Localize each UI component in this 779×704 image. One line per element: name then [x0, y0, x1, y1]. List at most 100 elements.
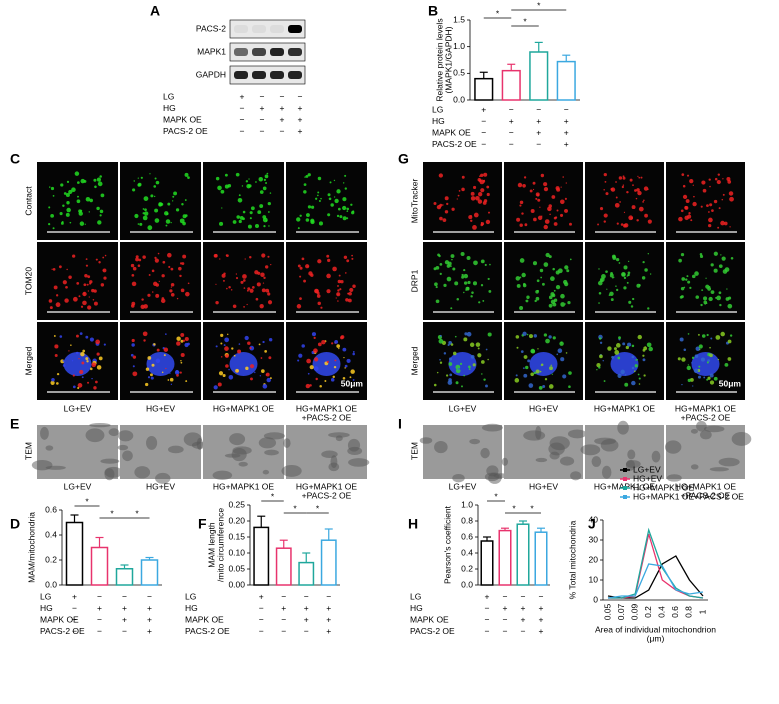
signal [240, 280, 244, 284]
signal [170, 286, 172, 288]
signal [259, 304, 264, 309]
signal [147, 376, 151, 379]
signal [68, 275, 72, 280]
signal [525, 365, 529, 370]
signal [269, 192, 272, 194]
signal [154, 218, 160, 223]
signal [102, 268, 107, 273]
condition-label: PACS-2 OE [432, 139, 477, 149]
signal [249, 346, 252, 350]
signal [185, 291, 190, 297]
condition-sign: − [521, 626, 526, 636]
signal [48, 299, 53, 303]
organelle [183, 432, 202, 447]
signal [352, 284, 356, 289]
signal [692, 201, 697, 207]
signal [247, 287, 251, 291]
signal [540, 173, 545, 178]
signal [153, 195, 156, 198]
signal [258, 343, 261, 346]
signal [727, 357, 732, 361]
signal [596, 369, 598, 371]
signal [480, 173, 484, 177]
signal [87, 275, 91, 279]
signal [618, 262, 621, 264]
signal [709, 373, 714, 378]
condition-sign: − [281, 591, 286, 601]
bar [320, 539, 337, 586]
x-tick-label: 0.09 [629, 603, 639, 620]
organelle [146, 436, 158, 450]
signal [623, 276, 627, 280]
signal [149, 373, 153, 377]
signal [156, 348, 160, 352]
signal [151, 269, 155, 273]
condition-sign: − [281, 614, 286, 624]
signal [488, 289, 492, 293]
signal [238, 219, 242, 224]
signal [315, 377, 318, 381]
signal [77, 383, 83, 388]
signal [59, 335, 63, 338]
signal [348, 291, 352, 296]
signal [265, 265, 269, 269]
legend-marker [623, 477, 627, 481]
condition-sign: + [259, 591, 264, 601]
signal [58, 265, 62, 269]
signal [132, 365, 135, 368]
signal [326, 273, 331, 279]
signal [76, 334, 79, 338]
signal [260, 357, 263, 359]
signal [605, 192, 609, 196]
signal [463, 337, 468, 342]
signal [528, 334, 534, 339]
signal [352, 210, 355, 213]
signal [556, 353, 559, 356]
bar [516, 523, 530, 586]
signal [708, 296, 713, 302]
signal [66, 268, 68, 271]
signal [215, 300, 219, 305]
signal [552, 336, 556, 340]
signal [644, 268, 648, 272]
signal [346, 207, 350, 211]
signal [87, 290, 90, 292]
signal [699, 252, 703, 256]
signal [98, 356, 103, 361]
signal [435, 265, 440, 270]
signal [78, 211, 83, 216]
signal [340, 335, 345, 339]
signal [475, 342, 481, 347]
signal [449, 265, 452, 268]
signal [545, 252, 550, 258]
signal [352, 352, 355, 356]
signal [630, 305, 634, 308]
signal [628, 300, 632, 304]
signal [315, 197, 318, 200]
signal [470, 354, 475, 359]
signal [634, 364, 638, 368]
signal [700, 205, 703, 208]
signal [637, 334, 642, 340]
signal [309, 365, 314, 370]
signal [100, 193, 105, 198]
signal [137, 264, 141, 267]
condition-sign: + [240, 91, 245, 101]
signal [448, 357, 452, 361]
condition-label: LG [163, 91, 174, 101]
signal [339, 288, 342, 291]
signal [487, 277, 490, 281]
signal [235, 172, 240, 177]
signal [56, 382, 59, 385]
condition-sign: + [97, 603, 102, 613]
y-tick-label: 20 [589, 554, 599, 564]
organelle [168, 445, 184, 454]
signal [457, 367, 460, 370]
signal [460, 251, 465, 256]
y-axis-label: MAM/mitochondria [26, 512, 36, 583]
condition-sign: + [539, 603, 544, 613]
signal [684, 206, 689, 210]
signal [144, 211, 149, 216]
signal [698, 365, 701, 368]
